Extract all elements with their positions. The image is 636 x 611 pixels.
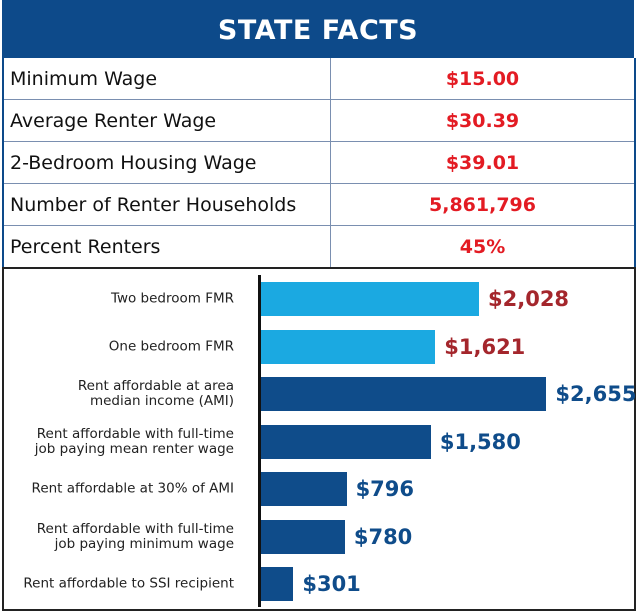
row-label: Average Renter Wage [4, 100, 331, 141]
facts-table: Minimum Wage $15.00 Average Renter Wage $30… [2, 58, 636, 269]
value-label: $2,028 [488, 287, 570, 311]
category-label: Two bedroom FMR [110, 290, 234, 307]
value-label: $2,655 [555, 382, 636, 406]
category-label: Rent affordable at 30% of AMI [31, 480, 234, 497]
table-row: 2-Bedroom Housing Wage $39.01 [4, 141, 634, 183]
category-label: Rent affordable with full-time job payin… [34, 425, 234, 457]
row-label: 2-Bedroom Housing Wage [4, 142, 331, 183]
bar [261, 519, 345, 554]
chart: Two bedroom FMR $2,028 One bedroom FMR $1,6… [2, 267, 636, 611]
axis-line [258, 275, 261, 607]
value-label: $796 [355, 477, 415, 501]
category-label: One bedroom FMR [108, 338, 234, 354]
table-row: Percent Renters 45% [4, 225, 634, 267]
category-label: Rent affordable with full-time job payin… [36, 520, 234, 552]
value-label: $1,580 [439, 429, 521, 454]
row-value: 45% [459, 235, 506, 258]
row-label: Number of Renter Households [4, 184, 331, 225]
row-label: Minimum Wage [4, 58, 331, 99]
category-label: Rent affordable at area median income (A… [77, 378, 234, 409]
bar [261, 472, 347, 506]
row-value: $15.00 [445, 67, 520, 90]
table-title: STATE FACTS [2, 0, 634, 58]
table-row: Minimum Wage $15.00 [4, 58, 634, 99]
value-label: $780 [353, 524, 413, 549]
bar [261, 377, 547, 411]
row-value: $30.39 [445, 109, 520, 132]
bar [261, 329, 436, 364]
bar [261, 424, 431, 459]
table-row: Average Renter Wage $30.39 [4, 99, 634, 141]
value-label: $301 [302, 572, 361, 596]
bar [261, 567, 294, 601]
row-value: 5,861,796 [429, 193, 536, 216]
row-label: Percent Renters [4, 226, 331, 267]
row-value: $39.01 [445, 151, 520, 174]
category-label: Rent affordable to SSI recipient [23, 575, 234, 592]
table-row: Number of Renter Households 5,861,796 [4, 183, 634, 225]
bar [261, 282, 479, 316]
value-label: $1,621 [444, 334, 526, 359]
